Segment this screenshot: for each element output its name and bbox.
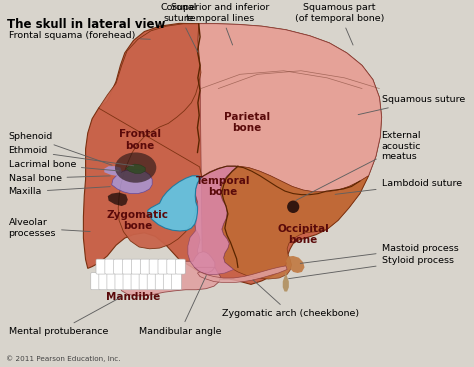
Text: Nasal bone: Nasal bone [9,174,110,183]
Text: Coronal
suture: Coronal suture [160,3,198,52]
Text: Mandible: Mandible [106,292,161,302]
Polygon shape [83,23,382,284]
FancyBboxPatch shape [91,273,101,290]
Text: Occipital
bone: Occipital bone [277,224,329,246]
Text: Lambdoid suture: Lambdoid suture [335,179,462,195]
Text: Squamous part
(of temporal bone): Squamous part (of temporal bone) [295,3,384,45]
Polygon shape [119,252,220,296]
Text: Squamous suture: Squamous suture [358,95,465,115]
Ellipse shape [287,200,299,213]
FancyBboxPatch shape [155,273,165,290]
FancyBboxPatch shape [140,259,150,274]
Polygon shape [283,272,289,291]
Polygon shape [99,24,202,249]
FancyBboxPatch shape [147,273,157,290]
FancyBboxPatch shape [171,273,182,290]
Text: Mandibular angle: Mandibular angle [139,276,222,336]
Polygon shape [126,164,145,173]
FancyBboxPatch shape [131,259,141,274]
FancyBboxPatch shape [158,259,167,274]
Text: Styloid process: Styloid process [289,256,454,279]
Polygon shape [148,176,202,231]
Polygon shape [194,24,382,263]
Text: Sphenoid: Sphenoid [9,132,112,165]
Polygon shape [108,193,128,206]
Polygon shape [104,166,122,176]
Text: © 2011 Pearson Education, Inc.: © 2011 Pearson Education, Inc. [6,355,120,362]
Text: External
acoustic
meatus: External acoustic meatus [296,131,421,200]
FancyBboxPatch shape [139,273,149,290]
FancyBboxPatch shape [114,259,123,274]
FancyBboxPatch shape [107,273,117,290]
Text: Superior and inferior
temporal lines: Superior and inferior temporal lines [171,3,270,45]
FancyBboxPatch shape [176,259,185,274]
Text: Maxilla: Maxilla [9,187,110,196]
FancyBboxPatch shape [131,273,141,290]
Polygon shape [286,256,304,273]
Polygon shape [220,166,368,279]
FancyBboxPatch shape [123,259,132,274]
FancyBboxPatch shape [99,273,109,290]
Text: Zygomatic arch (cheekbone): Zygomatic arch (cheekbone) [222,280,359,318]
Text: The skull in lateral view: The skull in lateral view [7,18,165,31]
Polygon shape [112,170,152,194]
Text: Mental protuberance: Mental protuberance [9,297,121,336]
Ellipse shape [115,152,156,183]
Text: Lacrimal bone: Lacrimal bone [9,160,119,171]
Text: Alveolar
processes: Alveolar processes [9,218,90,238]
FancyBboxPatch shape [163,273,173,290]
FancyBboxPatch shape [167,259,176,274]
Text: Frontal
bone: Frontal bone [119,130,161,151]
Text: Zygomatic
bone: Zygomatic bone [107,210,169,231]
FancyBboxPatch shape [96,259,106,274]
FancyBboxPatch shape [115,273,125,290]
Text: Frontal squama (forehead): Frontal squama (forehead) [9,31,150,40]
FancyBboxPatch shape [149,259,159,274]
Text: Ethmoid: Ethmoid [9,146,134,166]
FancyBboxPatch shape [105,259,114,274]
FancyBboxPatch shape [123,273,133,290]
Text: Parietal
bone: Parietal bone [224,112,270,133]
Polygon shape [188,166,238,275]
Polygon shape [198,266,287,283]
Text: Mastoid process: Mastoid process [301,244,458,264]
Text: Temporal
bone: Temporal bone [195,176,250,197]
